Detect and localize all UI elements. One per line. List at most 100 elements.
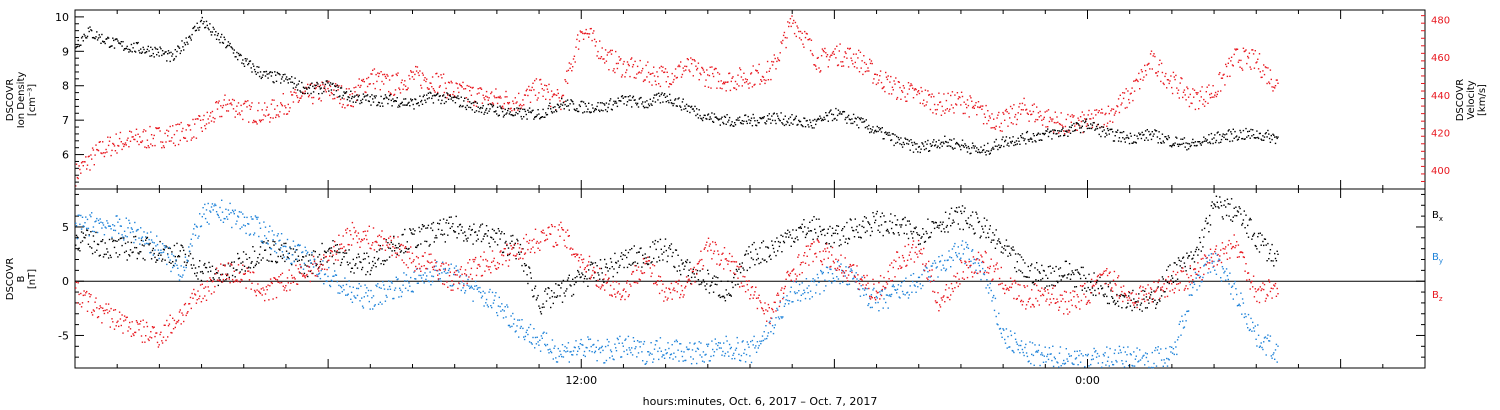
data-point — [958, 144, 960, 146]
data-point — [361, 297, 363, 299]
data-point — [809, 49, 812, 52]
data-point — [977, 101, 980, 103]
data-point — [848, 48, 851, 50]
data-point — [963, 146, 965, 148]
data-point — [111, 149, 113, 152]
data-point — [749, 122, 751, 124]
data-point — [228, 44, 230, 47]
data-point — [214, 203, 216, 205]
data-point — [568, 274, 570, 276]
data-point — [476, 102, 478, 104]
data-point — [431, 97, 433, 100]
data-point — [435, 94, 437, 96]
data-point — [187, 124, 189, 126]
data-point — [993, 126, 996, 129]
data-point — [656, 261, 658, 263]
data-point — [653, 243, 656, 245]
data-point — [79, 44, 81, 46]
data-point — [391, 75, 393, 77]
data-point — [1056, 116, 1058, 118]
data-point — [440, 233, 442, 235]
data-point — [858, 224, 861, 226]
data-point — [556, 361, 559, 363]
data-point — [786, 233, 788, 235]
data-point — [819, 225, 821, 228]
data-point — [520, 107, 522, 109]
data-point — [767, 247, 770, 249]
data-point — [359, 261, 361, 263]
data-point — [764, 259, 766, 261]
data-point — [571, 70, 573, 72]
data-point — [667, 76, 669, 78]
data-point — [144, 243, 146, 245]
data-point — [752, 258, 754, 261]
data-point — [1086, 281, 1089, 283]
data-point — [729, 294, 732, 296]
data-point — [758, 122, 760, 124]
data-point — [675, 105, 678, 107]
data-point — [483, 235, 485, 237]
data-point — [514, 97, 516, 99]
data-point — [908, 220, 910, 222]
data-point — [777, 117, 780, 120]
data-point — [375, 73, 377, 76]
data-point — [427, 224, 430, 227]
data-point — [1153, 133, 1155, 135]
data-point — [234, 116, 236, 118]
data-point — [548, 352, 550, 354]
data-point — [97, 37, 100, 39]
data-point — [354, 264, 356, 267]
data-point — [392, 98, 394, 100]
data-point — [360, 84, 362, 87]
data-point — [1100, 135, 1102, 138]
data-point — [302, 92, 305, 94]
data-point — [1031, 141, 1034, 143]
data-point — [732, 125, 734, 127]
data-point — [358, 94, 360, 97]
data-point — [284, 260, 286, 263]
data-point — [613, 100, 615, 102]
data-point — [944, 231, 946, 233]
data-point — [715, 67, 717, 70]
data-point — [651, 104, 653, 106]
data-point — [1166, 87, 1168, 89]
data-point — [717, 277, 719, 279]
data-point — [1071, 270, 1073, 272]
data-point — [628, 64, 630, 67]
data-point — [694, 105, 696, 108]
data-point — [655, 83, 657, 86]
data-point — [528, 326, 530, 329]
data-point — [423, 79, 425, 81]
data-point — [319, 84, 322, 86]
data-point — [512, 312, 514, 315]
data-point — [237, 52, 240, 55]
data-point — [552, 358, 554, 360]
data-point — [1026, 276, 1029, 278]
data-point — [506, 304, 508, 306]
data-point — [249, 267, 252, 269]
data-point — [716, 283, 718, 286]
data-point — [326, 80, 328, 82]
data-point — [1063, 130, 1065, 132]
data-point — [439, 85, 441, 87]
data-point — [149, 55, 151, 57]
data-point — [1209, 97, 1212, 99]
data-point — [1226, 198, 1229, 200]
data-point — [533, 328, 535, 330]
data-point — [504, 242, 506, 244]
data-point — [994, 145, 997, 147]
data-point — [810, 230, 813, 232]
data-point — [105, 227, 107, 229]
data-point — [87, 27, 90, 29]
data-point — [834, 117, 836, 120]
data-point — [219, 41, 221, 44]
data-point — [218, 277, 220, 279]
data-point — [488, 242, 490, 244]
data-point — [1101, 108, 1103, 110]
data-point — [275, 114, 278, 116]
data-point — [578, 348, 581, 350]
data-point — [1002, 136, 1004, 138]
data-point — [621, 74, 624, 76]
data-point — [925, 147, 927, 150]
data-point — [1050, 118, 1052, 120]
